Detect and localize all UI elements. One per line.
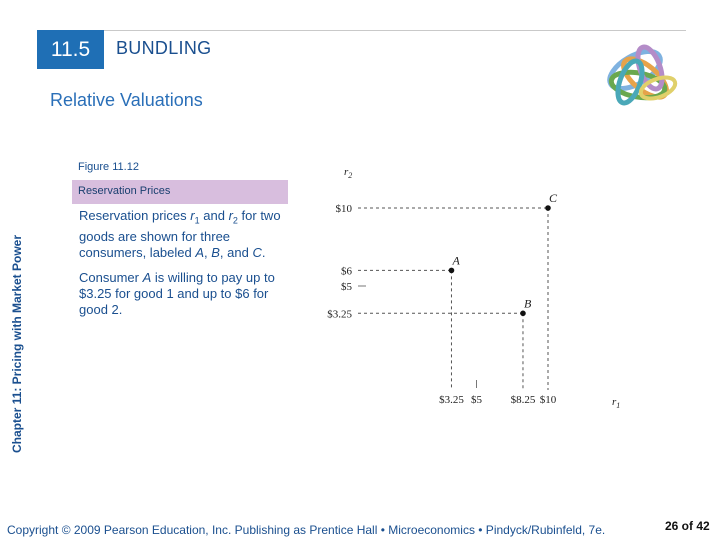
rings-logo-icon [607,44,678,106]
y-axis-label: r2 [344,166,352,180]
y-tick-label: $3.25 [327,308,352,320]
figure-title-bar: Reservation Prices [72,180,288,204]
figure-description-2: Consumer A is willing to pay up to $3.25… [79,270,275,317]
x-tick-label: $3.25 [439,394,464,406]
chapter-label: Chapter 11: Pricing with Market Power [10,234,24,454]
x-tick-label: $5 [471,394,483,406]
data-point-B [520,310,526,317]
slide-subtitle: Relative Valuations [50,90,203,110]
copyright-footer: Copyright © 2009 Pearson Education, Inc.… [7,523,606,537]
point-label-C: C [549,191,558,205]
figure-label: Figure 11.12 [78,161,139,173]
figure-description-1: Reservation prices r1 and r2 for two goo… [79,208,281,260]
chapter-sidebar: Chapter 11: Pricing with Market Power [6,210,28,478]
x-tick-label: $8.25 [511,394,536,406]
section-number: 11.5 [37,30,104,69]
y-tick-label: $6 [341,265,353,277]
section-title: BUNDLING [116,38,212,58]
x-axis-label: r1 [612,396,620,410]
page-number: 26 of 42 [665,519,710,533]
header-rule [104,30,686,31]
point-label-A: A [451,253,460,267]
reservation-price-chart: r2 r1 $10 $6 $5 $3.25 $3.25 $5 $8.25 $10 A B C [327,166,620,410]
data-point-A [448,267,455,274]
y-tick-label: $5 [341,281,353,293]
data-point-C [545,205,551,211]
figure-title: Reservation Prices [78,185,171,197]
point-label-B: B [524,296,532,310]
y-tick-label: $10 [336,203,353,215]
x-tick-label: $10 [540,394,557,406]
